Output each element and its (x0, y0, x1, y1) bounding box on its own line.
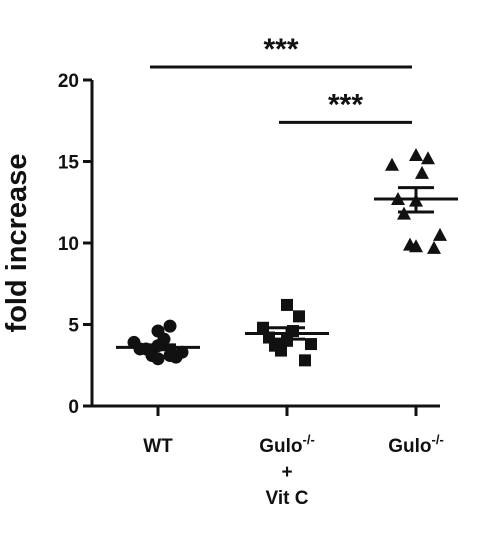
data-point-square (305, 338, 317, 351)
x-tick-label: WT (143, 436, 173, 457)
data-point-triangle (415, 165, 429, 179)
x-tick-label: + (281, 462, 292, 483)
data-point-triangle (427, 240, 441, 254)
x-tick-label: Gulo-/- (388, 432, 444, 457)
data-point-square (257, 321, 269, 334)
data-point-circle (151, 352, 165, 366)
data-point-square (281, 298, 293, 311)
data-point-triangle (421, 151, 435, 165)
y-axis-label: fold increase (1, 154, 33, 333)
y-tick-label: 10 (58, 234, 79, 255)
data-point-square (299, 354, 311, 367)
y-ticks: 0 5 10 15 20 (58, 71, 92, 418)
data-point-triangle (385, 157, 399, 171)
y-tick-label: 20 (58, 71, 79, 92)
x-tick-label: Vit C (266, 488, 309, 509)
significance-label: *** (263, 33, 298, 66)
mean-sem-bars (116, 186, 458, 352)
category-labels: WT Gulo-/- + Vit C Gulo-/- (143, 406, 444, 509)
data-point-square (293, 310, 305, 323)
data-point-square (275, 344, 287, 357)
x-tick-label: Gulo-/- (259, 432, 315, 457)
significance-bars: *** *** (150, 33, 412, 124)
data-point-triangle (409, 239, 423, 253)
axes (90, 80, 440, 408)
y-tick-label: 0 (68, 397, 79, 418)
data-point-triangle (433, 227, 447, 241)
y-tick-label: 5 (68, 316, 79, 337)
data-point-triangle (409, 147, 423, 161)
data-point-circle (163, 319, 177, 333)
data-point-circle (163, 348, 177, 362)
y-tick-label: 15 (58, 153, 80, 174)
significance-label: *** (328, 88, 363, 121)
